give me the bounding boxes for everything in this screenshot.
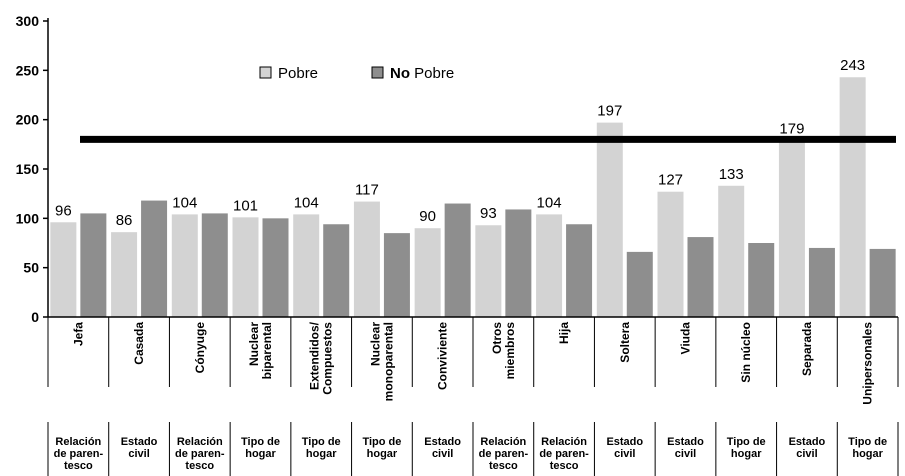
data-label: 197 bbox=[597, 103, 622, 120]
bar-pobre bbox=[111, 232, 138, 317]
category-group-label: Tipo de hogar bbox=[241, 436, 280, 460]
x-tick-label: Conviviente bbox=[436, 322, 450, 390]
x-tick-label: Nuclearmonoparental bbox=[368, 322, 395, 402]
data-label: 127 bbox=[658, 172, 683, 189]
category-group-label: Relación de paren-tesco bbox=[175, 436, 225, 472]
data-label: 117 bbox=[355, 182, 379, 199]
x-tick-label: Cónyuge bbox=[193, 322, 207, 374]
y-axis: 0 50 100 150 200 250 300 bbox=[16, 13, 49, 325]
bar-pobre bbox=[50, 222, 77, 317]
data-label: 96 bbox=[55, 202, 72, 219]
y-tick-label: 300 bbox=[16, 13, 40, 29]
y-tick-label: 100 bbox=[16, 210, 40, 226]
category-group-label: Estado civil bbox=[424, 436, 461, 460]
y-tick-label: 50 bbox=[23, 260, 39, 276]
bar-pobre bbox=[718, 185, 745, 317]
bar-pobre bbox=[171, 214, 198, 317]
bar-no-pobre bbox=[444, 203, 471, 317]
bar-no-pobre bbox=[80, 213, 107, 317]
y-tick-label: 0 bbox=[31, 309, 39, 325]
category-group-label: Tipo de hogar bbox=[302, 436, 341, 460]
bar-no-pobre bbox=[808, 247, 835, 317]
x-tick-label: Casada bbox=[132, 322, 146, 365]
bar-pobre bbox=[536, 214, 563, 317]
x-tick-label: Otrosmiembros bbox=[490, 322, 517, 380]
legend-label-no-pobre-bold: No bbox=[390, 65, 410, 82]
x-tick-label: Soltera bbox=[618, 322, 632, 363]
data-label: 90 bbox=[419, 208, 436, 225]
legend-swatch-pobre bbox=[259, 66, 272, 79]
bar-pobre bbox=[475, 225, 502, 317]
bar-no-pobre bbox=[201, 213, 228, 317]
bar-pobre bbox=[778, 140, 805, 317]
data-label: 179 bbox=[779, 120, 804, 137]
bar-no-pobre bbox=[566, 224, 593, 317]
legend-label-no-pobre-rest: Pobre bbox=[410, 65, 454, 82]
x-tick-label: Hija bbox=[557, 322, 571, 344]
data-label: 104 bbox=[172, 194, 197, 211]
value-labels: 96 86 104 101 104 117 90 93 104 197 127 133 179 243 bbox=[55, 57, 865, 229]
bar-no-pobre bbox=[748, 243, 775, 317]
x-axis: Jefa Casada Cónyuge Nuclearbiparental Extend… bbox=[47, 316, 899, 476]
legend-label-no-pobre: No Pobre bbox=[390, 65, 454, 82]
category-group-label: Relación de paren-tesco bbox=[539, 436, 589, 472]
x-tick-label: Sin núcleo bbox=[739, 322, 753, 383]
bar-pobre bbox=[839, 77, 866, 318]
y-tick-label: 200 bbox=[16, 112, 40, 128]
y-tick-label: 150 bbox=[16, 161, 40, 177]
category-group-label: Estado civil bbox=[789, 436, 826, 460]
bar-no-pobre bbox=[869, 248, 896, 317]
bar-no-pobre bbox=[383, 233, 410, 317]
category-group-label: Tipo de hogar bbox=[727, 436, 766, 460]
category-group-label: Tipo de hogar bbox=[848, 436, 887, 460]
bar-pobre bbox=[657, 191, 684, 317]
category-group-label: Estado civil bbox=[606, 436, 643, 460]
x-tick-label: Nuclearbiparental bbox=[247, 322, 274, 380]
data-label: 86 bbox=[116, 212, 133, 229]
data-label: 104 bbox=[537, 194, 562, 211]
category-group-label: Tipo de hogar bbox=[362, 436, 401, 460]
data-label: 93 bbox=[480, 205, 497, 222]
bar-pobre bbox=[293, 214, 320, 317]
legend-swatch-no-pobre bbox=[371, 66, 384, 79]
data-label: 104 bbox=[294, 194, 319, 211]
y-tick-label: 250 bbox=[16, 62, 40, 78]
bar-no-pobre bbox=[323, 224, 350, 317]
bar-pobre bbox=[232, 217, 259, 317]
bar-pobre bbox=[596, 122, 623, 317]
data-label: 101 bbox=[233, 197, 258, 214]
bar-no-pobre bbox=[626, 251, 653, 317]
bar-no-pobre bbox=[141, 200, 168, 317]
bar-no-pobre bbox=[505, 209, 532, 317]
bar-no-pobre bbox=[262, 218, 289, 317]
bar-pobre bbox=[353, 201, 380, 317]
bar-pobre bbox=[414, 228, 441, 317]
legend-label-pobre: Pobre bbox=[278, 65, 318, 82]
category-group-label: Relación de paren-tesco bbox=[479, 436, 529, 472]
bar-no-pobre bbox=[687, 237, 714, 317]
x-tick-label: Viuda bbox=[679, 322, 693, 355]
data-label: 133 bbox=[719, 166, 744, 183]
bars bbox=[50, 77, 896, 318]
category-group-label: Relación de paren-tesco bbox=[54, 436, 104, 472]
legend: Pobre No Pobre bbox=[259, 65, 454, 82]
x-tick-label: Separada bbox=[800, 322, 814, 376]
x-tick-label: Unipersonales bbox=[861, 322, 875, 405]
data-label: 243 bbox=[840, 57, 865, 74]
category-group-label: Estado civil bbox=[121, 436, 158, 460]
x-tick-label: Jefa bbox=[71, 322, 85, 346]
x-tick-label: Extendidos/Compuestos bbox=[308, 321, 335, 394]
category-group-label: Estado civil bbox=[667, 436, 704, 460]
